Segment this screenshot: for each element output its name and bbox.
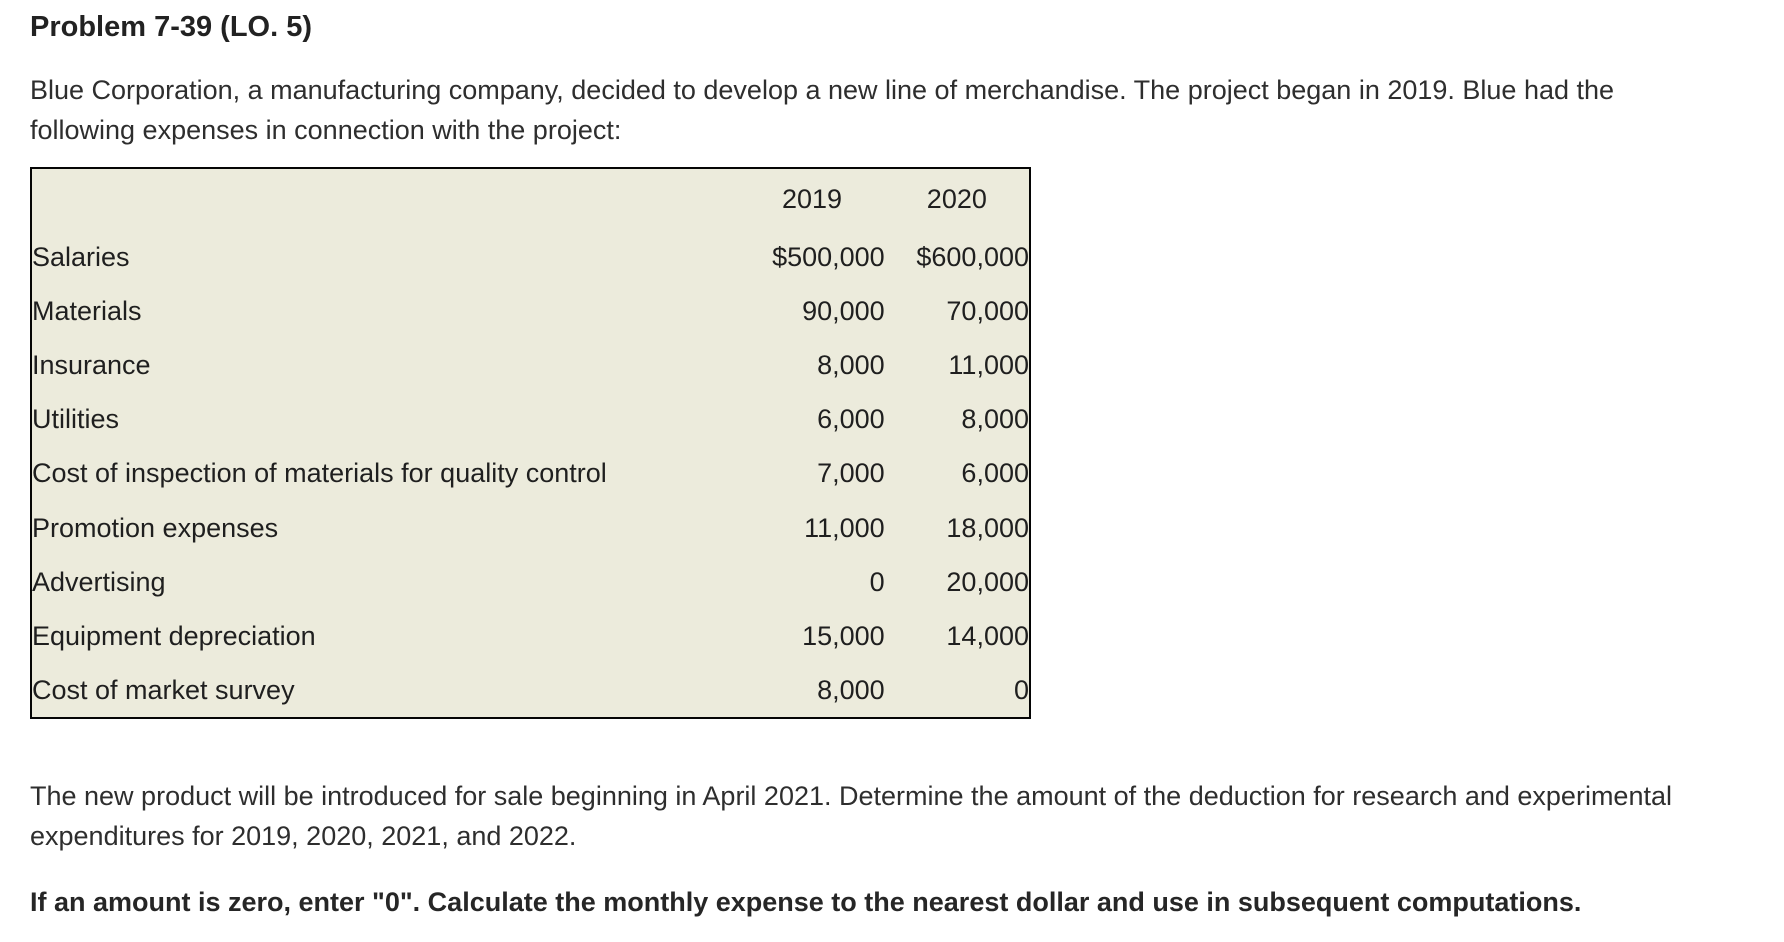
row-label: Equipment depreciation — [32, 621, 316, 652]
value-2020: 14,000 — [946, 621, 1029, 652]
value-2019: 6,000 — [817, 404, 885, 435]
table-row-insurance: Insurance 8,000 11,000 — [31, 338, 1030, 392]
value-2020: 6,000 — [961, 458, 1029, 489]
value-2020: 18,000 — [946, 512, 1029, 543]
value-2020: 0 — [1013, 674, 1029, 705]
problem-title: Problem 7-39 (LO. 5) — [30, 11, 313, 43]
row-label: Cost of market survey — [32, 674, 295, 705]
table-row-salaries: Salaries $500,000 $600,000 — [31, 230, 1030, 284]
table-row-inspection-cost: Cost of inspection of materials for qual… — [31, 447, 1030, 501]
row-label: Utilities — [32, 404, 120, 435]
intro-line-1: Blue Corporation, a manufacturing compan… — [30, 75, 1615, 105]
header-year-2020: 2020 — [926, 184, 987, 214]
header-spacer-cell — [31, 168, 739, 230]
table-row-utilities: Utilities 6,000 8,000 — [31, 393, 1030, 447]
row-label: Materials — [32, 295, 142, 326]
value-2020: 20,000 — [946, 566, 1029, 597]
intro-line-2: following expenses in connection with th… — [30, 115, 622, 145]
value-2020: 70,000 — [946, 295, 1029, 326]
question-paragraph: The new product will be introduced for s… — [30, 776, 1784, 856]
value-2020: 8,000 — [961, 404, 1029, 435]
table-row-equipment-depreciation: Equipment depreciation 15,000 14,000 — [31, 610, 1030, 664]
row-label: Salaries — [32, 241, 130, 272]
problem-page: Problem 7-39 (LO. 5) Blue Corporation, a… — [30, 12, 1784, 922]
instruction-text: If an amount is zero, enter "0". Calcula… — [30, 887, 1582, 917]
expense-table-header-row: 2019 2020 — [31, 168, 1030, 230]
table-row-materials: Materials 90,000 70,000 — [31, 284, 1030, 338]
value-2019: 7,000 — [817, 458, 885, 489]
expense-table: 2019 2020 Salaries $500,000 $600,000 Mat… — [30, 167, 1031, 719]
table-row-promotion-expenses: Promotion expenses 11,000 18,000 — [31, 501, 1030, 555]
value-2019: $500,000 — [772, 241, 885, 272]
value-2019: 11,000 — [804, 512, 885, 543]
value-2019: 90,000 — [802, 295, 885, 326]
row-label: Promotion expenses — [32, 512, 279, 543]
row-label: Cost of inspection of materials for qual… — [32, 458, 607, 489]
question-line-1: The new product will be introduced for s… — [30, 781, 1672, 811]
question-line-2: expenditures for 2019, 2020, 2021, and 2… — [30, 821, 577, 851]
value-2019: 15,000 — [802, 621, 885, 652]
header-year-2019: 2019 — [782, 184, 843, 214]
table-row-advertising: Advertising 0 20,000 — [31, 555, 1030, 609]
table-row-market-survey: Cost of market survey 8,000 0 — [31, 664, 1030, 718]
value-2019: 0 — [869, 566, 885, 597]
value-2019: 8,000 — [817, 350, 885, 381]
value-2019: 8,000 — [817, 674, 885, 705]
row-label: Insurance — [32, 350, 151, 381]
value-2020: 11,000 — [948, 350, 1029, 381]
value-2020: $600,000 — [916, 241, 1029, 272]
intro-paragraph: Blue Corporation, a manufacturing compan… — [30, 70, 1784, 150]
row-label: Advertising — [32, 566, 166, 597]
